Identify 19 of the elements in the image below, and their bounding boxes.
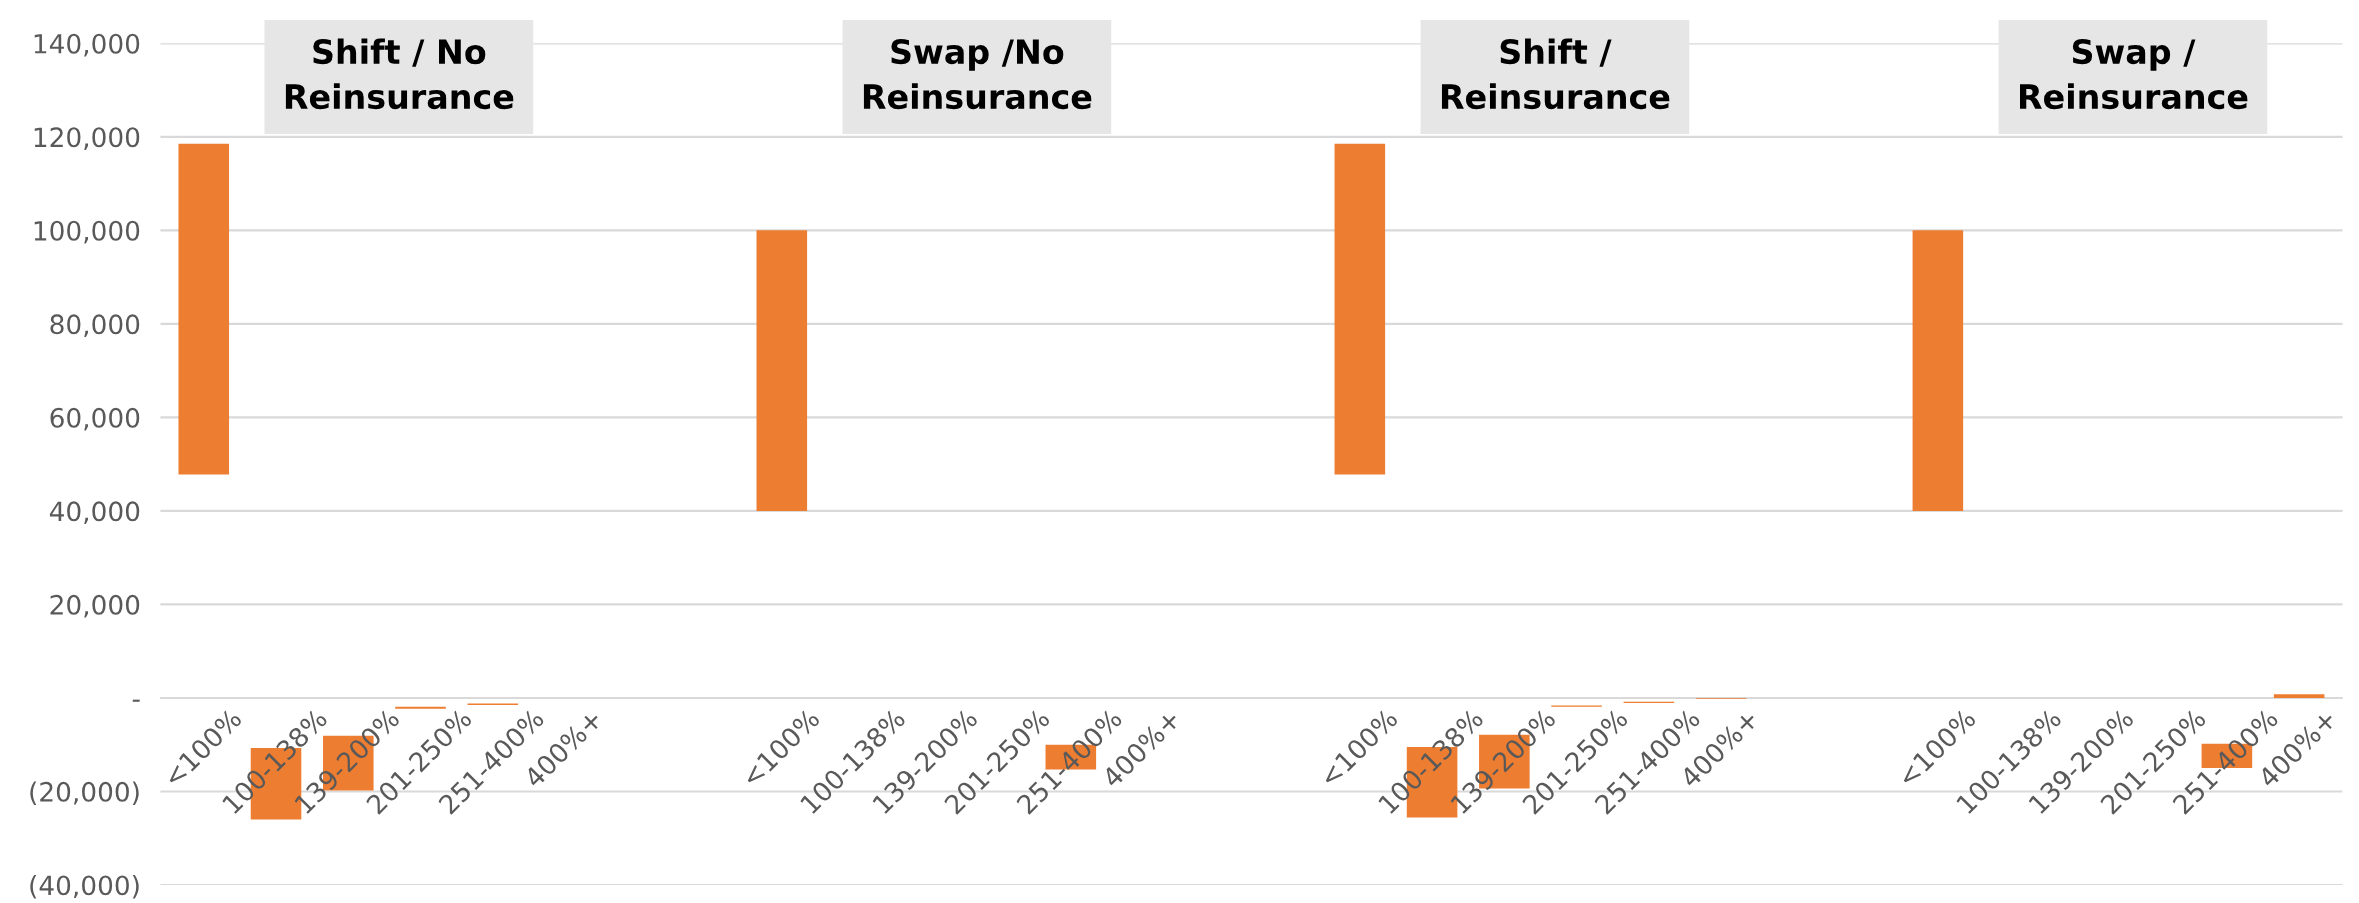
y-tick-label: 60,000 bbox=[50, 407, 140, 431]
bar bbox=[1334, 143, 1386, 475]
y-tick-label: 20,000 bbox=[50, 594, 140, 618]
y-tick-label: (40,000) bbox=[30, 874, 139, 899]
y-tick-label: 100,000 bbox=[34, 220, 140, 244]
bar bbox=[178, 143, 230, 475]
y-tick-label: - bbox=[132, 699, 140, 702]
annotation: Shift / Reinsurance bbox=[1441, 38, 1670, 110]
bar bbox=[2273, 694, 2325, 698]
y-tick-label: 40,000 bbox=[49, 501, 140, 524]
y-tick-label: (20,000) bbox=[30, 781, 139, 805]
annotation: Swap / Reinsurance bbox=[2020, 39, 2248, 110]
y-tick-label: 120,000 bbox=[34, 127, 140, 150]
bar bbox=[1912, 230, 1964, 511]
annotation: Swap /No Reinsurance bbox=[863, 39, 1092, 110]
bar bbox=[756, 230, 808, 511]
y-tick-label: 80,000 bbox=[50, 314, 140, 337]
annotation: Shift / No Reinsurance bbox=[285, 38, 514, 110]
y-tick-label: 140,000 bbox=[34, 33, 140, 57]
